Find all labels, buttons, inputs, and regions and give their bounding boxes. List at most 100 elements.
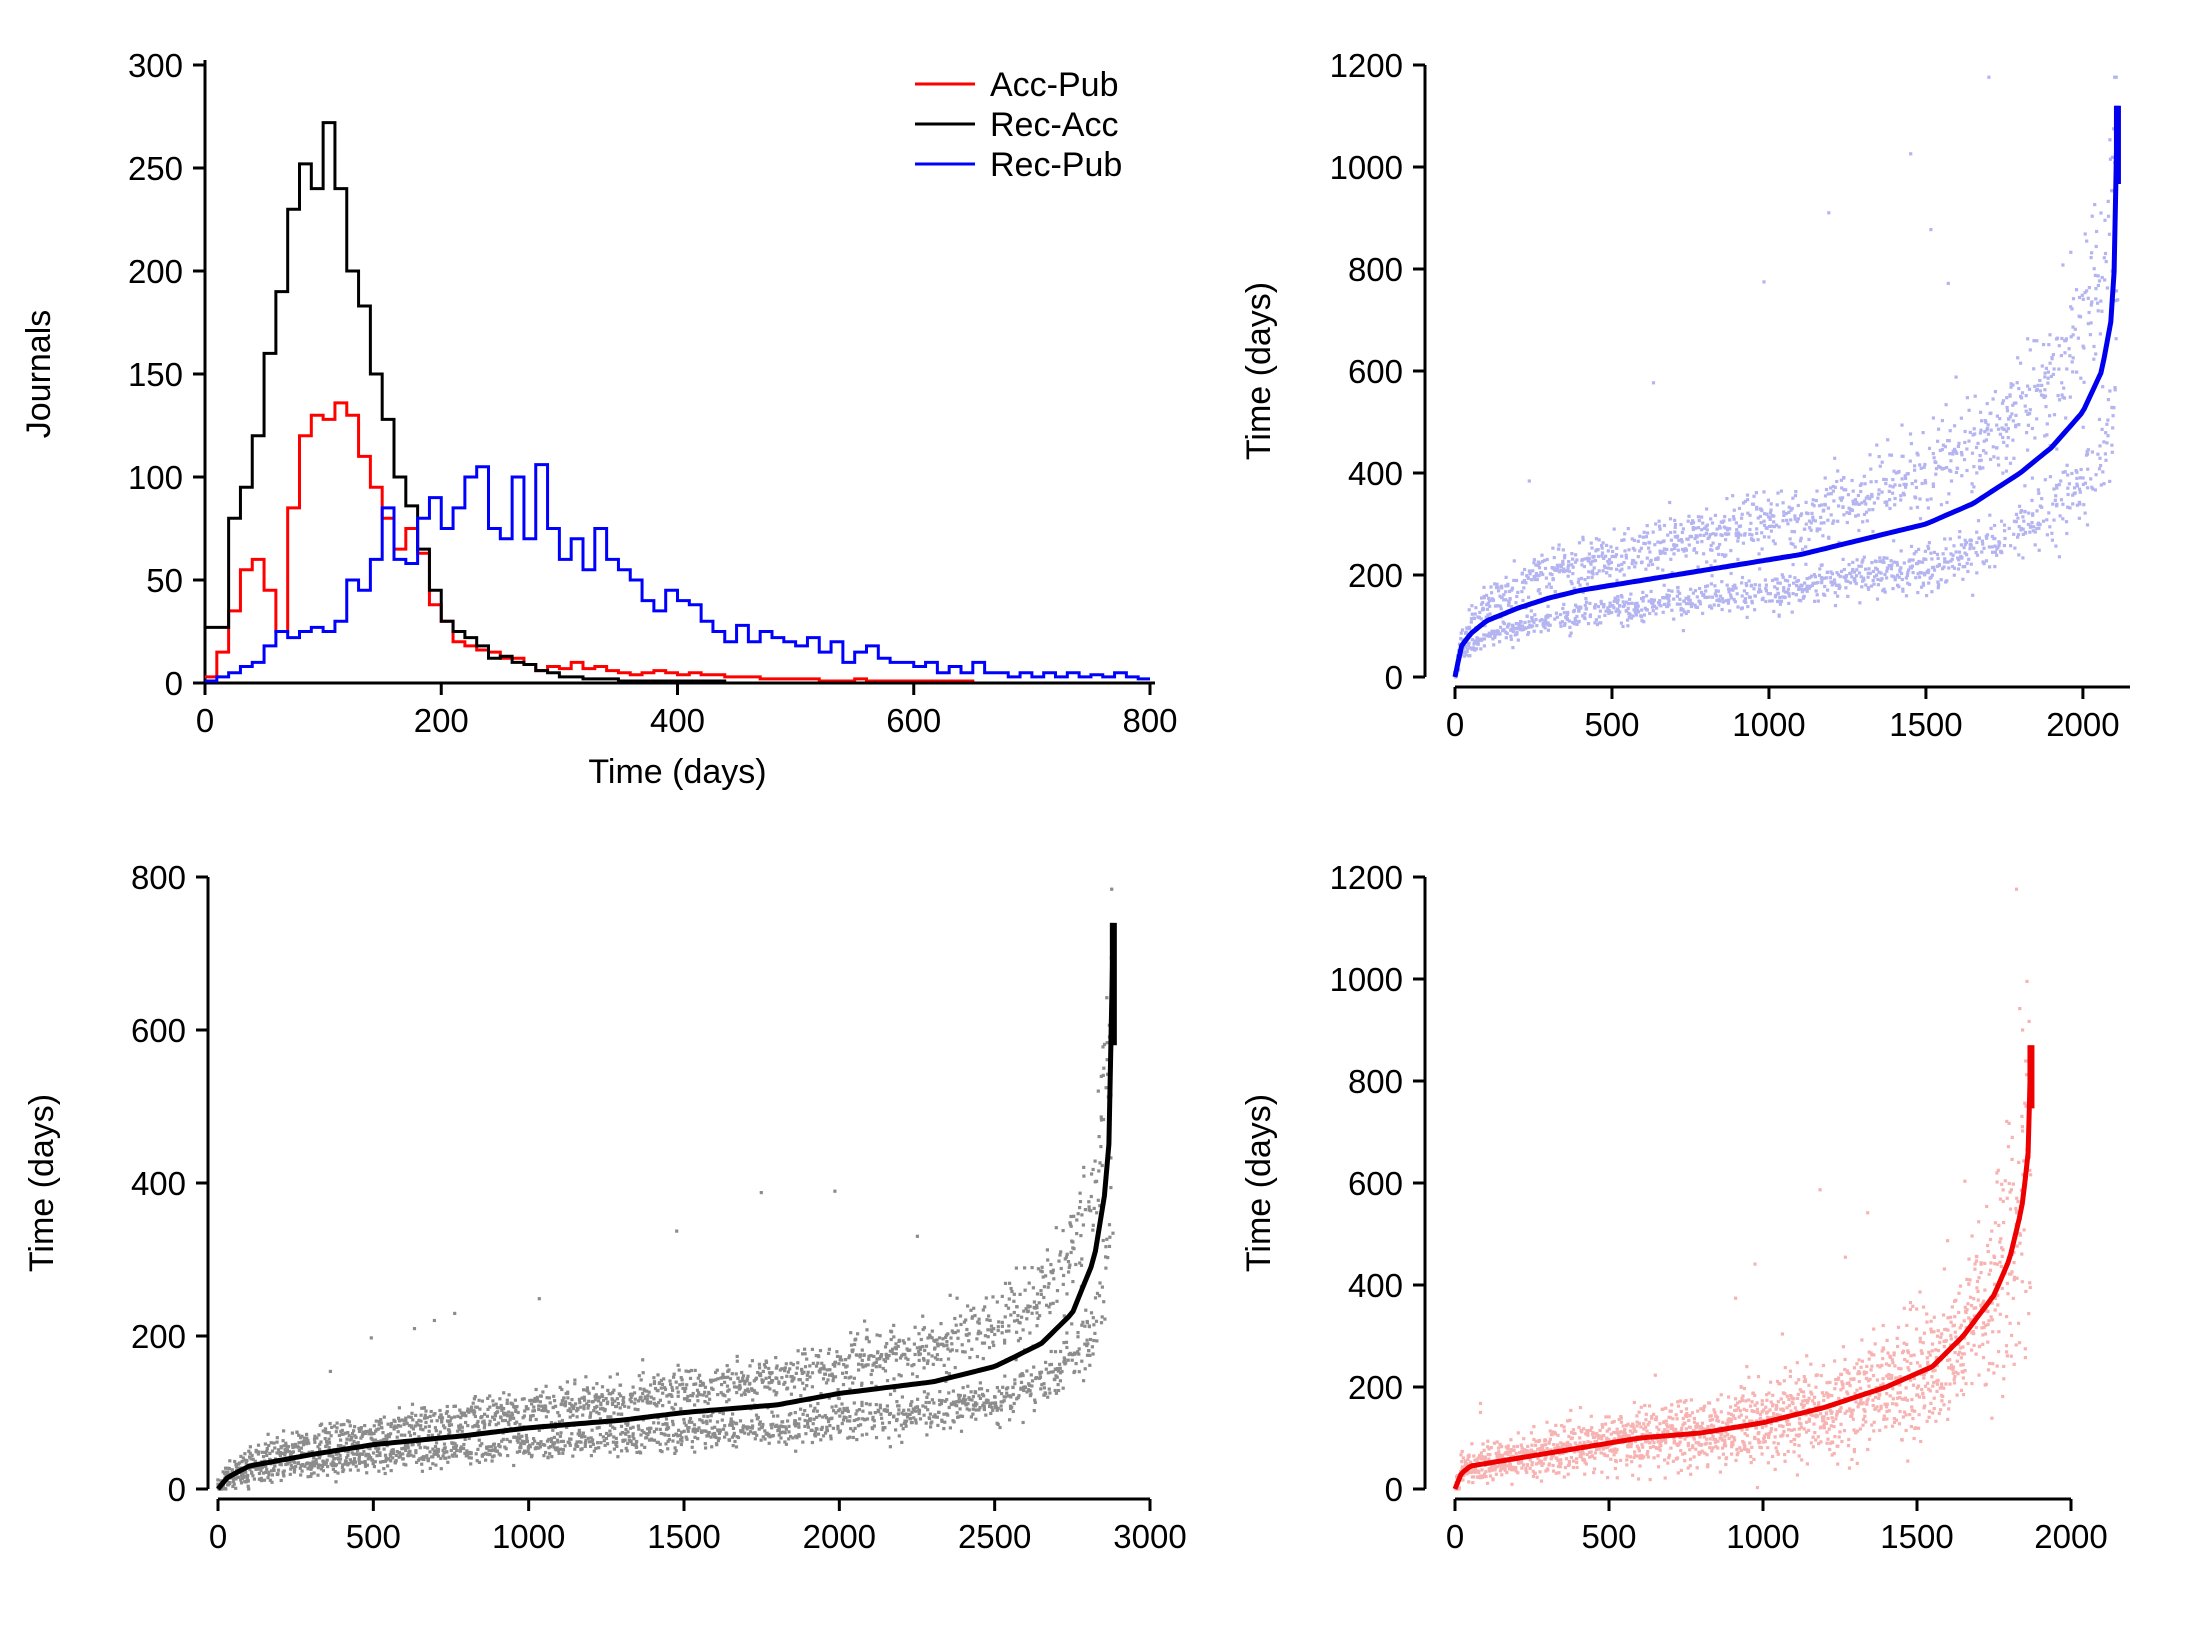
scatter-point — [1952, 573, 1956, 577]
scatter-point — [971, 1412, 975, 1416]
scatter-point — [460, 1429, 464, 1433]
scatter-point — [2089, 256, 2093, 260]
scatter-point — [389, 1422, 393, 1426]
scatter-point — [1800, 512, 1804, 516]
scatter-point — [346, 1453, 350, 1457]
scatter-point — [1540, 618, 1544, 622]
scatter-point — [1797, 585, 1801, 589]
scatter-point — [291, 1450, 295, 1454]
scatter-point — [500, 1408, 504, 1412]
scatter-point — [690, 1394, 695, 1398]
scatter-point — [1705, 560, 1709, 564]
scatter-point — [2089, 303, 2093, 307]
scatter-point — [353, 1425, 357, 1429]
scatter-point — [1627, 602, 1631, 606]
scatter-point — [704, 1429, 708, 1433]
scatter-point — [2029, 524, 2033, 528]
scatter-point — [1875, 597, 1880, 601]
scatter-point — [597, 1446, 601, 1450]
scatter-point — [679, 1407, 683, 1411]
scatter-point — [1768, 592, 1772, 596]
scatter-point — [783, 1431, 787, 1435]
scatter-point — [1555, 615, 1559, 619]
scatter-point — [878, 1406, 882, 1410]
scatter-point — [1841, 496, 1845, 500]
scatter-point — [246, 1473, 250, 1478]
series-line-rec-pub — [205, 463, 1150, 683]
scatter-point — [1799, 536, 1803, 540]
scatter-point — [2092, 344, 2096, 349]
scatter-point — [477, 1398, 481, 1402]
scatter-point — [1867, 508, 1871, 512]
scatter-point — [407, 1430, 411, 1434]
scatter-point — [228, 1481, 232, 1485]
scatter-point — [918, 1417, 923, 1421]
scatter-point — [1875, 567, 1879, 571]
scatter-point — [823, 1414, 827, 1418]
scatter-point — [1557, 543, 1561, 547]
scatter-point — [649, 1395, 653, 1399]
scatter-point — [1559, 624, 1563, 628]
scatter-point — [1925, 498, 1929, 502]
scatter-point — [704, 1446, 708, 1450]
scatter-point — [245, 1476, 249, 1480]
scatter-point — [606, 1415, 610, 1419]
scatter-point — [631, 1434, 635, 1438]
scatter-point — [939, 1401, 943, 1406]
scatter-point — [2071, 370, 2075, 374]
scatter-point — [487, 1449, 491, 1453]
scatter-point — [1032, 1409, 1036, 1413]
scatter-point — [826, 1378, 830, 1382]
scatter-point — [1082, 1379, 1086, 1383]
scatter-point — [267, 1470, 271, 1474]
scatter-point — [624, 1446, 628, 1450]
scatter-point — [436, 1448, 441, 1452]
scatter-point — [1956, 556, 1960, 560]
scatter-point — [881, 1366, 885, 1371]
scatter-point — [692, 1382, 696, 1386]
scatter-point — [1493, 582, 1497, 586]
scatter-point — [961, 1350, 965, 1354]
scatter-point — [680, 1378, 684, 1382]
scatter-point — [2021, 515, 2025, 519]
scatter-point — [1791, 592, 1795, 596]
scatter-point — [1490, 591, 1494, 595]
scatter-point — [1673, 522, 1678, 527]
scatter-point — [1492, 643, 1496, 647]
scatter-point — [327, 1437, 331, 1441]
scatter-point — [1617, 563, 1621, 567]
scatter-point — [1724, 538, 1728, 542]
scatter-point — [321, 1429, 325, 1433]
scatter-point — [858, 1353, 862, 1357]
scatter-point — [731, 1426, 736, 1430]
scatter-point — [1018, 1336, 1022, 1341]
scatter-point — [1691, 591, 1695, 595]
scatter-point — [1970, 490, 1974, 494]
scatter-point — [1893, 496, 1897, 501]
scatter-point — [415, 1460, 419, 1464]
scatter-point — [1945, 579, 1949, 583]
scatter-point — [393, 1461, 397, 1465]
scatter-point — [2040, 497, 2044, 501]
scatter-point — [544, 1415, 548, 1419]
scatter-point — [2081, 425, 2085, 429]
scatter-point — [2045, 533, 2049, 537]
scatter-point — [845, 1419, 850, 1423]
scatter-point — [327, 1431, 331, 1435]
scatter-point — [427, 1424, 431, 1428]
scatter-point — [1527, 569, 1531, 573]
scatter-point — [578, 1431, 582, 1435]
scatter-point — [474, 1405, 478, 1409]
scatter-point — [555, 1446, 559, 1450]
scatter-point — [1000, 1324, 1004, 1328]
scatter-point — [1870, 492, 1874, 497]
scatter-point — [400, 1418, 404, 1422]
scatter-point — [590, 1428, 594, 1432]
scatter-point — [1889, 565, 1893, 569]
scatter-point — [1868, 453, 1872, 457]
scatter-point — [1509, 634, 1513, 638]
scatter-point — [1533, 578, 1537, 582]
scatter-point — [419, 1427, 423, 1431]
scatter-point — [1887, 489, 1891, 493]
scatter-point — [1562, 623, 1567, 627]
